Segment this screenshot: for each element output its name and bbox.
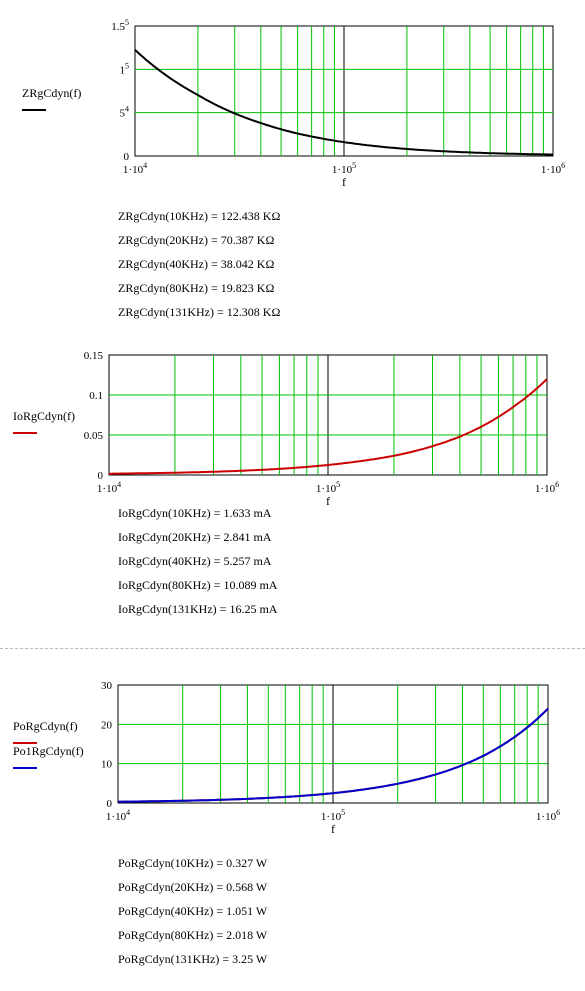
x-tick-label: 1·106 bbox=[536, 808, 560, 823]
result-value: 5.257 bbox=[223, 554, 251, 568]
result-label: PoRgCdyn(20KHz) bbox=[118, 880, 214, 894]
y-tick-label: 0 bbox=[98, 470, 104, 482]
legend-label: Po1RgCdyn(f) bbox=[13, 744, 84, 758]
result-label: IoRgCdyn(20KHz) bbox=[118, 530, 211, 544]
result-line: IoRgCdyn(131KHz) = 16.25 mA bbox=[118, 602, 278, 616]
result-unit: KΩ bbox=[256, 281, 275, 295]
result-value: 0.327 bbox=[226, 856, 254, 870]
y-tick-label: 0.05 bbox=[84, 430, 104, 442]
result-line: IoRgCdyn(80KHz) = 10.089 mA bbox=[118, 578, 278, 592]
result-value: 16.25 bbox=[229, 602, 257, 616]
chart-1: ZRgCdyn(f) 0 54 15 1.55 1·104 1·105 1·106 f bbox=[22, 18, 565, 189]
result-line: ZRgCdyn(20KHz) = 70.387 KΩ bbox=[118, 233, 275, 247]
y-tick-label: 0 bbox=[124, 151, 130, 163]
result-unit: W bbox=[255, 952, 268, 966]
result-value: 19.823 bbox=[220, 281, 254, 295]
y-tick-label: 15 bbox=[120, 61, 130, 76]
result-unit: mA bbox=[253, 506, 272, 520]
series-line-2 bbox=[118, 707, 549, 803]
result-unit: KΩ bbox=[262, 209, 281, 223]
result-label: ZRgCdyn(80KHz) bbox=[118, 281, 208, 295]
result-value: 10.089 bbox=[223, 578, 257, 592]
result-label: ZRgCdyn(131KHz) bbox=[118, 305, 214, 319]
y-tick-label: 20 bbox=[101, 719, 113, 731]
x-tick-label: 1·104 bbox=[106, 808, 130, 823]
legend-label: IoRgCdyn(f) bbox=[13, 409, 75, 423]
result-line: PoRgCdyn(10KHz) = 0.327 W bbox=[118, 856, 268, 870]
region-divider bbox=[0, 648, 585, 649]
x-axis-label: f bbox=[331, 822, 335, 836]
result-line: IoRgCdyn(40KHz) = 5.257 mA bbox=[118, 554, 272, 568]
result-line: IoRgCdyn(20KHz) = 2.841 mA bbox=[118, 530, 272, 544]
result-value: 1.051 bbox=[226, 904, 254, 918]
result-unit: mA bbox=[253, 530, 272, 544]
result-value: 70.387 bbox=[220, 233, 254, 247]
result-label: PoRgCdyn(40KHz) bbox=[118, 904, 214, 918]
y-tick-label: 0.1 bbox=[89, 390, 103, 402]
result-value: 12.308 bbox=[226, 305, 260, 319]
result-value: 3.25 bbox=[232, 952, 254, 966]
result-line: ZRgCdyn(80KHz) = 19.823 KΩ bbox=[118, 281, 275, 295]
y-tick-label: 0 bbox=[107, 798, 113, 810]
result-unit: mA bbox=[259, 578, 278, 592]
x-tick-label: 1·105 bbox=[316, 480, 340, 495]
x-axis-label: f bbox=[326, 494, 330, 508]
x-axis-label: f bbox=[342, 175, 346, 189]
x-tick-label: 1·104 bbox=[123, 161, 147, 176]
result-value: 2.018 bbox=[226, 928, 254, 942]
result-unit: W bbox=[255, 880, 268, 894]
y-tick-label: 54 bbox=[120, 105, 130, 120]
result-unit: KΩ bbox=[262, 305, 281, 319]
result-value: 1.633 bbox=[223, 506, 251, 520]
y-tick-label: 0.15 bbox=[84, 350, 104, 362]
x-tick-label: 1·106 bbox=[535, 480, 559, 495]
result-label: PoRgCdyn(131KHz) bbox=[118, 952, 220, 966]
y-tick-label: 1.55 bbox=[111, 18, 129, 33]
result-label: IoRgCdyn(40KHz) bbox=[118, 554, 211, 568]
result-unit: W bbox=[255, 904, 268, 918]
result-unit: W bbox=[255, 928, 268, 942]
result-value: 2.841 bbox=[223, 530, 251, 544]
result-label: PoRgCdyn(80KHz) bbox=[118, 928, 214, 942]
result-label: IoRgCdyn(131KHz) bbox=[118, 602, 217, 616]
legend-label: PoRgCdyn(f) bbox=[13, 719, 78, 733]
result-value: 0.568 bbox=[226, 880, 254, 894]
x-tick-label: 1·106 bbox=[541, 161, 565, 176]
result-label: IoRgCdyn(10KHz) bbox=[118, 506, 211, 520]
result-label: ZRgCdyn(10KHz) bbox=[118, 209, 208, 223]
chart-3: PoRgCdyn(f) Po1RgCdyn(f) 0 10 20 30 1·104 1·105… bbox=[13, 680, 560, 836]
result-line: PoRgCdyn(80KHz) = 2.018 W bbox=[118, 928, 268, 942]
series-line-1 bbox=[134, 49, 554, 156]
result-line: ZRgCdyn(131KHz) = 12.308 KΩ bbox=[118, 305, 281, 319]
result-line: ZRgCdyn(10KHz) = 122.438 KΩ bbox=[118, 209, 281, 223]
y-tick-label: 10 bbox=[101, 759, 113, 771]
result-unit: mA bbox=[253, 554, 272, 568]
result-label: PoRgCdyn(10KHz) bbox=[118, 856, 214, 870]
result-value: 122.438 bbox=[220, 209, 260, 223]
x-tick-label: 1·105 bbox=[332, 161, 356, 176]
series-line-1 bbox=[109, 378, 548, 475]
legend-label: ZRgCdyn(f) bbox=[22, 86, 81, 100]
result-line: PoRgCdyn(131KHz) = 3.25 W bbox=[118, 952, 268, 966]
result-line: PoRgCdyn(40KHz) = 1.051 W bbox=[118, 904, 268, 918]
result-label: IoRgCdyn(80KHz) bbox=[118, 578, 211, 592]
x-tick-label: 1·105 bbox=[321, 808, 345, 823]
result-label: ZRgCdyn(20KHz) bbox=[118, 233, 208, 247]
result-line: IoRgCdyn(10KHz) = 1.633 mA bbox=[118, 506, 272, 520]
result-unit: W bbox=[255, 856, 268, 870]
result-unit: mA bbox=[259, 602, 278, 616]
result-unit: KΩ bbox=[256, 233, 275, 247]
result-label: ZRgCdyn(40KHz) bbox=[118, 257, 208, 271]
y-tick-label: 30 bbox=[101, 680, 113, 692]
result-line: PoRgCdyn(20KHz) = 0.568 W bbox=[118, 880, 268, 894]
chart-2: IoRgCdyn(f) 0 0.05 0.1 0.15 1·104 1·105 1·106 f bbox=[13, 350, 559, 508]
result-unit: KΩ bbox=[256, 257, 275, 271]
x-tick-label: 1·104 bbox=[97, 480, 121, 495]
result-line: ZRgCdyn(40KHz) = 38.042 KΩ bbox=[118, 257, 275, 271]
result-value: 38.042 bbox=[220, 257, 254, 271]
